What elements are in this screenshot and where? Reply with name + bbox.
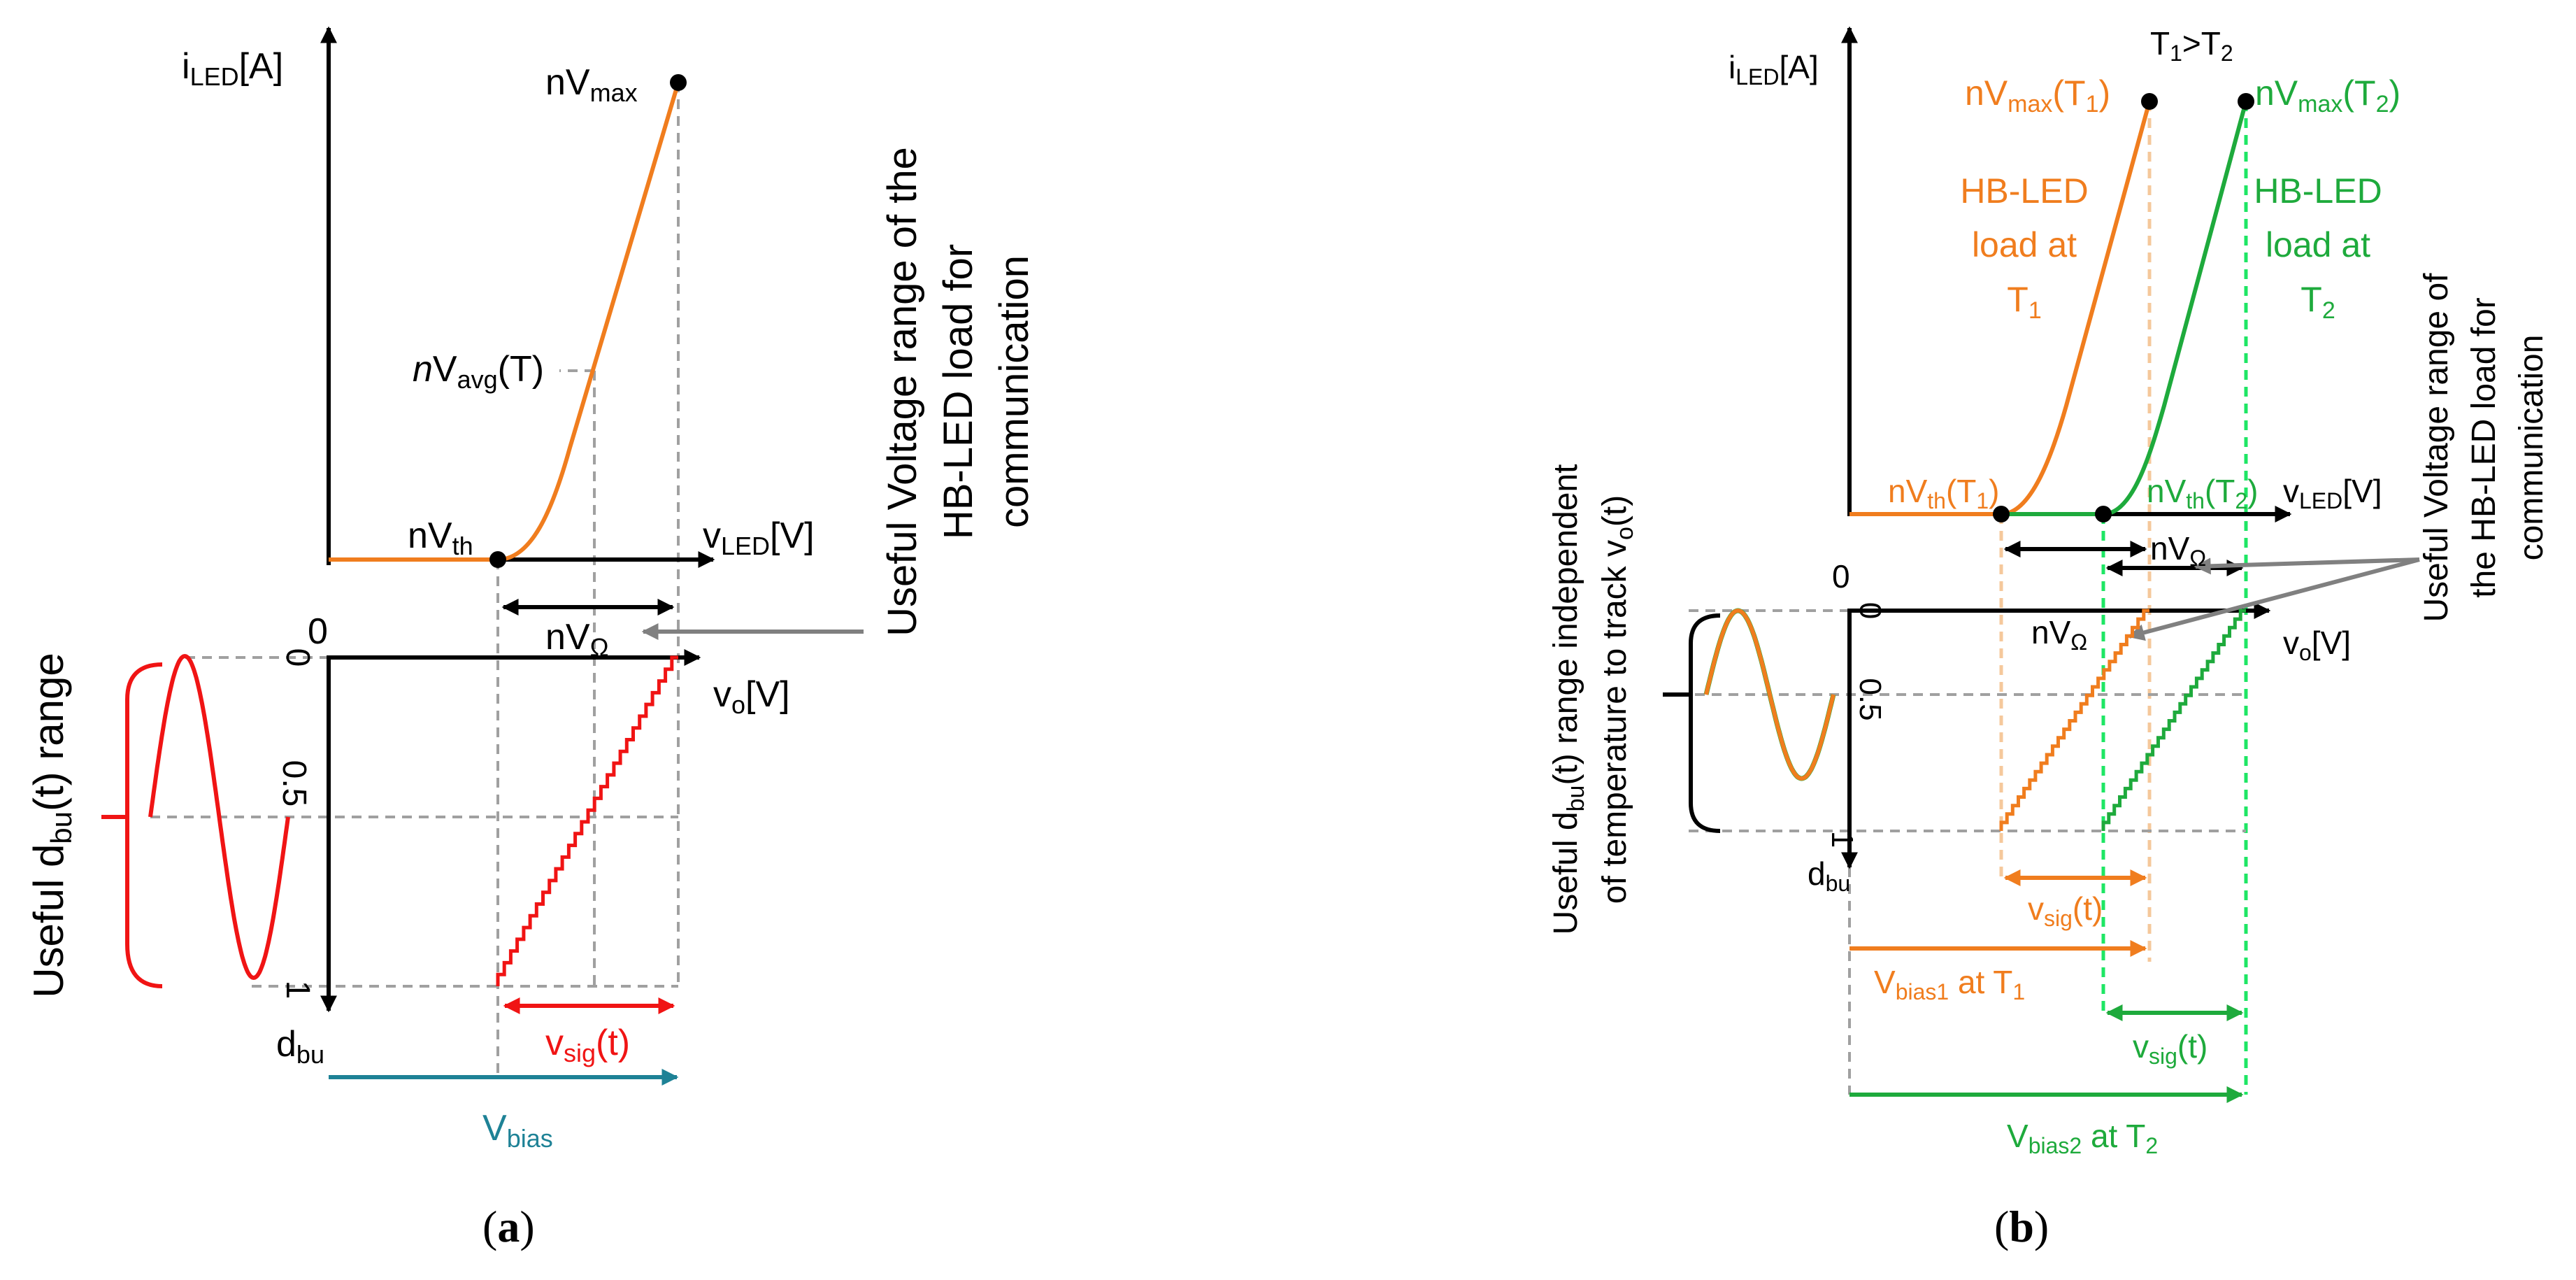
voltage-note-a-line3: communication	[992, 255, 1037, 528]
useful-range-brace-b	[1663, 613, 1721, 833]
point-vth-t1	[1993, 506, 2010, 522]
voltage-note-a-line2: HB-LED load for	[936, 244, 981, 539]
load-t1-line1: HB-LED	[1960, 171, 2088, 211]
point-vth-t2	[2095, 506, 2112, 522]
vbias-label: Vbias	[482, 1108, 553, 1153]
nvavg-label: nVavg(T)	[413, 349, 544, 394]
pointer-to-t1-range	[2127, 557, 2420, 641]
nvomega-t2-label: nVΩ	[2150, 530, 2206, 571]
tick-zero-rot-a: 0	[279, 648, 316, 667]
useful-range-label: Useful dbu(t) range	[25, 653, 78, 998]
nvmax-label: nVmax	[545, 62, 638, 107]
vled-axis-label: vLED[V]	[703, 515, 815, 560]
dbu-note-line2: of temperature to track vo(t)	[1596, 495, 1638, 904]
useful-range-brace	[101, 662, 163, 988]
nvth-t1-label: nVth(T1)	[1888, 473, 2000, 513]
tick-zero-b: 0	[1832, 558, 1850, 595]
panel-b: iLED[A] T1>T2 nVmax(T1) nVmax(T2) HB-LED…	[1547, 25, 2550, 1251]
sine-orange	[1704, 608, 1836, 781]
caption-a: (a)	[482, 1202, 535, 1251]
load-t2-line3: T2	[2300, 280, 2335, 324]
voltage-note-a-line1: Useful Voltage range of the	[880, 147, 925, 637]
dbu-axis-label: dbu	[276, 1024, 324, 1069]
panel-a-guides	[150, 83, 680, 1077]
vo-axis-label-b: vo[V]	[2283, 625, 2351, 665]
dbu-note-b: Useful dbu(t) range independent of tempe…	[1547, 464, 1638, 935]
sine-red	[148, 653, 290, 981]
nvmax-t2-label: nVmax(T2)	[2255, 73, 2400, 118]
brace-path-b	[1689, 613, 1721, 833]
dbu-axis-label-b: dbu	[1808, 855, 1850, 896]
vbias1-label: Vbias1 at T1	[1874, 964, 2025, 1004]
nvth-label: nVth	[408, 515, 473, 560]
t-relation-label: T1>T2	[2150, 25, 2233, 66]
led-iv-curve	[329, 82, 680, 562]
voltage-note-b-line1: Useful Voltage range of	[2418, 273, 2455, 623]
brace-path	[125, 662, 163, 988]
nvmax-t1-label: nVmax(T1)	[1965, 73, 2110, 118]
tick-half-b: 0.5	[1853, 678, 1887, 720]
vsig-orange-label: vsig(t)	[2028, 890, 2103, 931]
tick-zero-a: 0	[308, 611, 328, 652]
iled-axis-label-b: iLED[A]	[1729, 49, 1819, 90]
tick-one-a: 1	[279, 981, 316, 1000]
caption-b: (b)	[1994, 1202, 2049, 1251]
staircase-red	[496, 655, 678, 986]
nvomega-label: nVΩ	[545, 617, 609, 662]
point-vmax	[670, 74, 687, 91]
voltage-note-pointers	[2127, 557, 2420, 641]
load-t1-label: HB-LED load at T1	[1960, 171, 2088, 324]
point-vmax-t1	[2141, 93, 2158, 110]
panel-a: iLED[A] nVmax nVavg(T) nVth vLED[V] nVΩ …	[25, 26, 1037, 1251]
vbias2-label: Vbias2 at T2	[2007, 1118, 2158, 1158]
tick-zero-rot-b: 0	[1853, 602, 1887, 619]
voltage-note-a: Useful Voltage range of the HB-LED load …	[880, 147, 1037, 637]
voltage-note-b: Useful Voltage range of the HB-LED load …	[2418, 273, 2550, 623]
tick-one-b: 1	[1825, 831, 1859, 848]
load-t2-label: HB-LED load at T2	[2254, 171, 2382, 324]
load-t2-line1: HB-LED	[2254, 171, 2382, 211]
staircase-green	[2101, 609, 2246, 831]
tick-half-a: 0.5	[276, 760, 313, 807]
dbu-note-line1: Useful dbu(t) range independent	[1547, 464, 1589, 935]
vo-axis-label: vo[V]	[713, 674, 790, 719]
staircase-orange	[1999, 609, 2149, 831]
panel-b-orange-guides	[1999, 101, 2152, 962]
point-vmax-t2	[2238, 93, 2254, 110]
load-t1-line3: T1	[2007, 280, 2041, 324]
vsig-label: vsig(t)	[545, 1023, 630, 1067]
nvth-t2-label: nVth(T2)	[2147, 473, 2259, 513]
panel-b-gray-guides	[1678, 609, 2246, 1095]
led-curve-t1	[1849, 101, 2152, 516]
load-t2-line2: load at	[2266, 225, 2370, 264]
nvomega-t1-label: nVΩ	[2031, 614, 2087, 655]
pointer-to-t2-range	[2194, 557, 2420, 575]
vled-axis-label-b: vLED[V]	[2283, 473, 2382, 513]
panel-b-green-guides	[2101, 101, 2248, 1095]
vsig-green-label: vsig(t)	[2133, 1028, 2208, 1069]
voltage-note-b-line3: communication	[2513, 335, 2550, 561]
iled-axis-label: iLED[A]	[182, 46, 283, 91]
load-t1-line2: load at	[1972, 225, 2077, 264]
voltage-note-b-line2: the HB-LED load for	[2466, 297, 2503, 598]
point-vth	[489, 551, 506, 568]
